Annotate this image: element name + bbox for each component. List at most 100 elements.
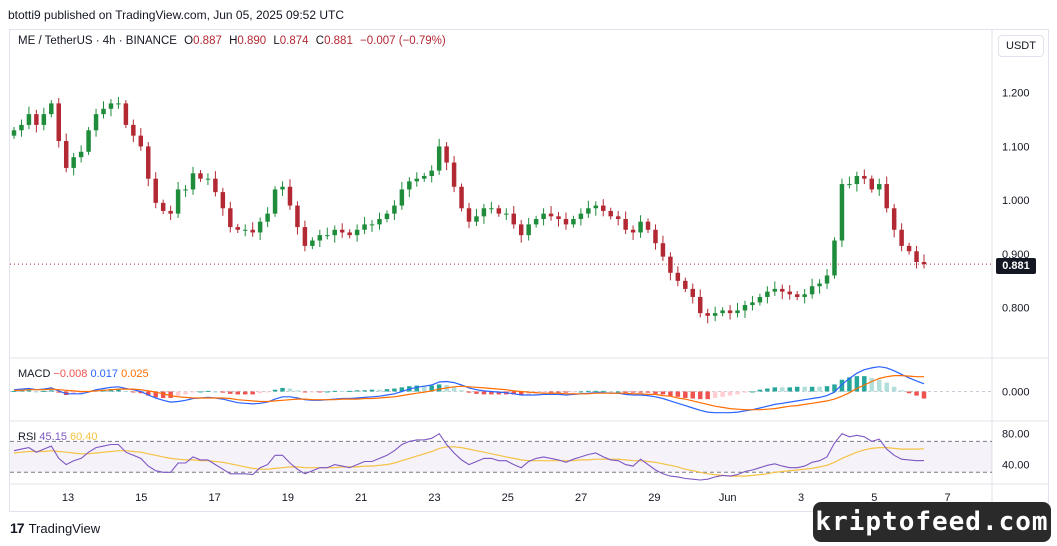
candle-body <box>526 224 531 236</box>
candle <box>496 205 502 217</box>
candle-body <box>884 184 889 209</box>
candle <box>116 96 121 109</box>
candle-body <box>190 173 196 190</box>
price-tick-label: 1.000 <box>1002 195 1030 207</box>
candle <box>556 212 561 227</box>
candle <box>862 169 867 185</box>
candle-body <box>518 224 524 236</box>
candle <box>422 172 427 182</box>
macd-histogram-bar <box>71 391 76 395</box>
time-tick-label: 13 <box>62 492 74 504</box>
candle <box>683 277 688 293</box>
candle-body <box>444 146 449 163</box>
candle <box>369 220 375 232</box>
candle <box>668 252 673 281</box>
macd-histogram-bar <box>556 391 561 393</box>
candle-body <box>697 296 703 314</box>
candle-body <box>668 256 673 273</box>
candle-body <box>310 240 315 246</box>
macd-histogram-bar <box>422 385 427 392</box>
price-tick-label: 0.800 <box>1002 303 1030 315</box>
macd-histogram-bar <box>481 391 487 395</box>
candle <box>377 212 382 230</box>
candle <box>108 99 114 117</box>
candle <box>548 206 554 221</box>
candle-body <box>839 184 845 241</box>
candle <box>854 171 860 192</box>
macd-histogram-bar <box>877 379 882 392</box>
macd-histogram-bar <box>183 391 188 395</box>
macd-histogram-bar <box>817 386 822 392</box>
candle <box>586 200 591 218</box>
symbol-name[interactable]: ME / TetherUS · 4h · BINANCE <box>18 35 177 47</box>
candle-body <box>772 288 778 292</box>
macd-histogram-bar <box>153 391 158 398</box>
candle <box>884 176 889 213</box>
candle <box>593 201 599 216</box>
candle-body <box>56 103 61 142</box>
candle <box>414 172 420 187</box>
candle <box>735 302 740 318</box>
candle <box>384 210 390 223</box>
macd-histogram-bar <box>794 386 800 392</box>
candle-body <box>578 213 584 220</box>
rsi-legend[interactable]: RSI 45.15 60.40 <box>18 431 98 443</box>
chart-frame[interactable] <box>9 29 1049 512</box>
candle-body <box>332 229 337 236</box>
candle <box>175 181 181 218</box>
candle <box>56 98 61 148</box>
macd-histogram-bar <box>690 391 696 399</box>
candle-body <box>623 219 628 230</box>
candle <box>802 288 807 304</box>
macd-histogram-bar <box>377 389 382 392</box>
macd-histogram-bar <box>459 390 464 392</box>
candle <box>660 235 666 261</box>
tradingview-brand[interactable]: 17 TradingView <box>10 520 100 536</box>
candle-body <box>481 208 487 217</box>
macd-histogram-bar <box>720 391 725 397</box>
candle-body <box>548 213 554 217</box>
candle <box>847 176 852 189</box>
macd-histogram-bar <box>750 391 755 393</box>
macd-legend[interactable]: MACD −0.008 0.017 0.025 <box>18 368 149 380</box>
macd-histogram-bar <box>474 391 479 394</box>
candle-body <box>541 213 546 220</box>
candle <box>869 175 875 193</box>
time-tick-label: 7 <box>945 492 951 504</box>
macd-histogram-bar <box>489 391 494 395</box>
candle-body <box>727 310 733 314</box>
candle <box>220 187 226 216</box>
candle <box>138 128 144 151</box>
candle <box>131 119 136 143</box>
candle-body <box>847 184 852 186</box>
close-value: 0.881 <box>324 35 353 47</box>
candle-body <box>921 262 927 265</box>
candle-body <box>474 216 479 222</box>
candle <box>317 229 323 247</box>
macd-histogram-bar <box>921 391 927 399</box>
candle-body <box>496 208 502 214</box>
candle-body <box>414 178 420 182</box>
macd-histogram-bar <box>310 391 315 393</box>
candle-body <box>877 184 882 190</box>
candle <box>891 203 897 238</box>
candle-body <box>429 170 434 176</box>
macd-histogram-bar <box>854 376 860 392</box>
candle-body <box>556 216 561 220</box>
candle-body <box>720 310 725 314</box>
candle-body <box>891 208 897 230</box>
candle <box>645 218 651 233</box>
candle-body <box>780 288 785 292</box>
macd-histogram-bar <box>138 391 144 394</box>
macd-histogram-bar <box>906 391 912 394</box>
macd-histogram-bar <box>780 387 785 392</box>
time-tick-label: 3 <box>798 492 804 504</box>
candle <box>832 237 837 279</box>
candle <box>824 269 830 289</box>
candle <box>347 229 352 239</box>
candle <box>242 224 248 237</box>
currency-button[interactable]: USDT <box>998 35 1044 57</box>
candle-body <box>489 208 494 210</box>
candle-body <box>615 216 621 220</box>
